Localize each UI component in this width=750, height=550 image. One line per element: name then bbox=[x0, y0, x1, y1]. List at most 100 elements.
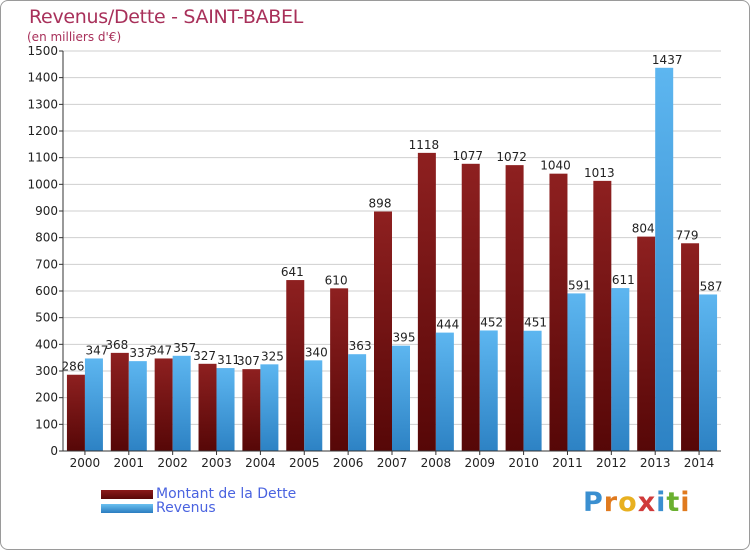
bar-dette bbox=[154, 358, 173, 451]
data-label-dette: 610 bbox=[325, 273, 348, 287]
data-label-revenus: 311 bbox=[217, 353, 240, 367]
data-label-revenus: 357 bbox=[173, 341, 196, 355]
data-label-revenus: 1437 bbox=[652, 53, 683, 67]
legend-label-dette: Montant de la Dette bbox=[156, 486, 297, 502]
bar-revenus bbox=[348, 354, 367, 451]
data-label-revenus: 337 bbox=[129, 346, 152, 360]
bar-dette bbox=[330, 288, 349, 451]
bar-revenus bbox=[304, 360, 323, 451]
data-label-revenus: 587 bbox=[700, 279, 723, 293]
y-tick-label: 1000 bbox=[27, 177, 58, 191]
bar-revenus bbox=[216, 368, 235, 451]
bar-revenus bbox=[260, 364, 279, 451]
data-label-dette: 1118 bbox=[409, 138, 440, 152]
chart-subtitle: (en milliers d'€) bbox=[27, 30, 122, 44]
bar-revenus bbox=[435, 332, 454, 451]
y-tick-label: 400 bbox=[35, 337, 58, 351]
data-label-dette: 307 bbox=[237, 354, 260, 368]
y-tick-label: 900 bbox=[35, 204, 58, 218]
data-label-revenus: 451 bbox=[524, 316, 547, 330]
data-label-dette: 286 bbox=[61, 360, 84, 374]
x-tick-label: 2000 bbox=[70, 456, 101, 470]
bar-dette bbox=[681, 243, 700, 451]
x-tick-label: 2013 bbox=[640, 456, 671, 470]
logo-letter: r bbox=[603, 487, 619, 518]
proxiti-logo: Proxiti bbox=[583, 487, 691, 518]
data-label-revenus: 363 bbox=[349, 339, 372, 353]
bar-dette bbox=[593, 180, 612, 451]
bar-revenus bbox=[655, 67, 674, 452]
data-label-dette: 347 bbox=[149, 343, 172, 357]
bar-dette bbox=[198, 363, 217, 451]
y-tick-label: 1300 bbox=[27, 97, 58, 111]
x-tick-label: 2002 bbox=[157, 456, 188, 470]
data-label-revenus: 611 bbox=[612, 273, 635, 287]
bar-revenus bbox=[523, 330, 542, 451]
data-label-dette: 1040 bbox=[540, 159, 571, 173]
x-tick-label: 2008 bbox=[421, 456, 452, 470]
bar-dette bbox=[417, 152, 436, 451]
logo-letter: o bbox=[618, 487, 638, 518]
bar-revenus bbox=[567, 293, 586, 451]
data-label-dette: 327 bbox=[193, 349, 216, 363]
bar-dette bbox=[505, 165, 524, 451]
bar-dette bbox=[637, 236, 656, 451]
x-tick-label: 2011 bbox=[552, 456, 583, 470]
data-label-dette: 1013 bbox=[584, 166, 615, 180]
x-tick-label: 2003 bbox=[201, 456, 232, 470]
logo-letter: i bbox=[680, 487, 691, 518]
x-tick-label: 2004 bbox=[245, 456, 276, 470]
x-tick-label: 2014 bbox=[684, 456, 715, 470]
bar-dette bbox=[110, 352, 129, 451]
bar-dette bbox=[286, 280, 305, 451]
y-tick-label: 800 bbox=[35, 231, 58, 245]
data-label-dette: 898 bbox=[369, 197, 392, 211]
bar-dette bbox=[242, 369, 261, 451]
y-tick-label: 1100 bbox=[27, 151, 58, 165]
y-tick-label: 100 bbox=[35, 417, 58, 431]
data-label-dette: 1077 bbox=[452, 149, 483, 163]
data-label-revenus: 340 bbox=[305, 345, 328, 359]
data-label-dette: 641 bbox=[281, 265, 304, 279]
bar-revenus bbox=[84, 358, 103, 451]
legend-swatch-revenus bbox=[101, 504, 153, 513]
bar-dette bbox=[549, 173, 568, 451]
x-tick-label: 2006 bbox=[333, 456, 364, 470]
bar-dette bbox=[461, 163, 480, 452]
data-label-revenus: 347 bbox=[85, 343, 108, 357]
x-tick-label: 2012 bbox=[596, 456, 627, 470]
bar-revenus bbox=[128, 361, 147, 451]
legend-label-revenus: Revenus bbox=[156, 500, 216, 516]
logo-letter: i bbox=[656, 487, 667, 518]
data-label-dette: 1072 bbox=[496, 150, 527, 164]
logo-letter: t bbox=[666, 487, 681, 518]
y-tick-label: 600 bbox=[35, 284, 58, 298]
bar-dette bbox=[374, 211, 392, 451]
bar-revenus bbox=[172, 355, 191, 451]
bar-revenus bbox=[611, 288, 630, 451]
data-label-revenus: 325 bbox=[261, 349, 284, 363]
bar-revenus bbox=[479, 330, 498, 451]
y-tick-label: 1500 bbox=[27, 44, 58, 58]
logo-letter: P bbox=[583, 487, 604, 518]
data-label-revenus: 395 bbox=[393, 331, 416, 345]
y-tick-label: 700 bbox=[35, 257, 58, 271]
data-label-dette: 368 bbox=[105, 338, 128, 352]
data-label-revenus: 444 bbox=[436, 318, 459, 332]
y-tick-label: 1200 bbox=[27, 124, 58, 138]
x-tick-label: 2005 bbox=[289, 456, 320, 470]
data-label-revenus: 452 bbox=[480, 315, 503, 329]
y-tick-label: 300 bbox=[35, 364, 58, 378]
y-tick-label: 1400 bbox=[27, 71, 58, 85]
y-tick-label: 500 bbox=[35, 311, 58, 325]
y-tick-label: 0 bbox=[50, 444, 58, 458]
x-tick-label: 2001 bbox=[114, 456, 145, 470]
bar-dette bbox=[66, 374, 85, 451]
x-tick-label: 2007 bbox=[377, 456, 408, 470]
bar-revenus bbox=[699, 294, 718, 451]
legend-swatch-dette bbox=[101, 490, 153, 499]
x-tick-label: 2009 bbox=[464, 456, 495, 470]
data-label-dette: 804 bbox=[632, 222, 655, 236]
